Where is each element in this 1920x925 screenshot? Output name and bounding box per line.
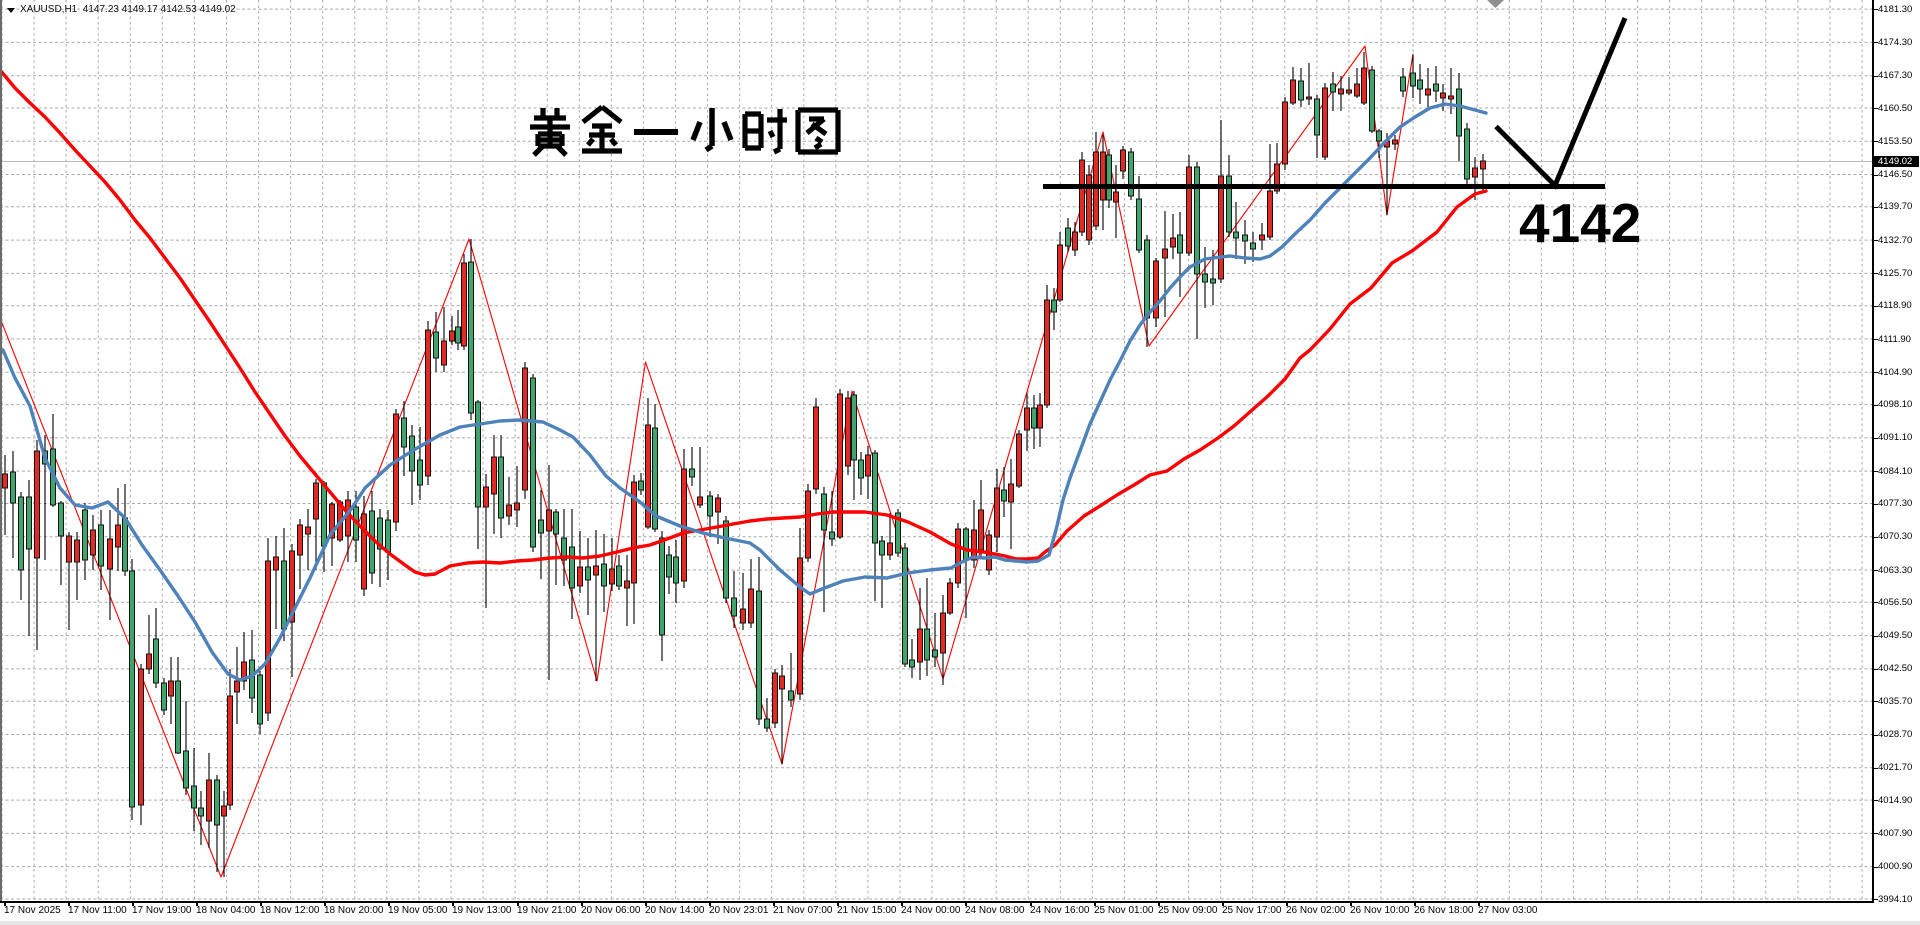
svg-text:4142: 4142 — [1519, 192, 1641, 254]
